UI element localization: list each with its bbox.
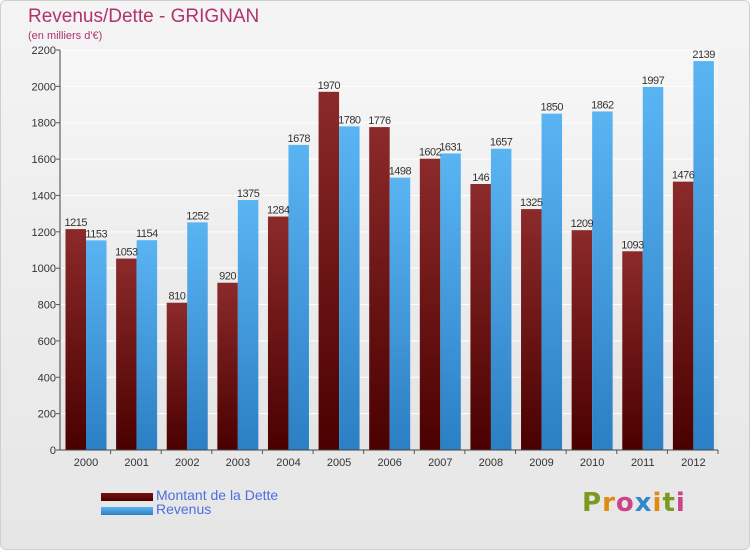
data-label-revenus: 1780 <box>338 114 361 126</box>
data-label-debt: 920 <box>219 271 236 283</box>
y-tick-label: 0 <box>50 445 56 457</box>
x-tick-label: 2011 <box>631 457 655 469</box>
bar-revenus <box>440 153 461 451</box>
legend-swatch-revenus <box>101 507 153 515</box>
bar-revenus <box>642 86 664 450</box>
y-tick-label: 1800 <box>32 118 56 130</box>
bar-revenus <box>541 113 563 451</box>
data-label-debt: 1215 <box>65 217 88 229</box>
bar-debt <box>318 91 340 451</box>
proxiti-logo: Proxiti <box>582 488 686 518</box>
data-label-revenus: 1153 <box>85 228 107 240</box>
data-label-debt: 1970 <box>318 80 341 92</box>
y-tick-label: 2200 <box>32 45 56 57</box>
data-label-revenus: 1154 <box>136 228 158 240</box>
y-tick-label: 800 <box>38 300 56 312</box>
x-tick-label: 2006 <box>377 457 401 469</box>
legend-label-debt: Montant de la Dette <box>156 487 279 503</box>
x-tick-label: 2005 <box>327 457 351 469</box>
y-tick-label: 1000 <box>32 263 56 275</box>
data-label-debt: 1284 <box>267 205 290 217</box>
y-tick-label: 400 <box>38 372 56 384</box>
x-tick-label: 2012 <box>681 457 705 469</box>
bar-revenus <box>86 240 107 450</box>
data-label-revenus: 1678 <box>287 133 310 145</box>
data-label-debt: 1602 <box>419 147 442 159</box>
data-label-debt: 146 <box>472 172 489 184</box>
data-label-debt: 1093 <box>621 239 644 251</box>
x-tick-label: 2008 <box>479 457 503 469</box>
data-label-debt: 1476 <box>672 170 695 182</box>
logo-letter: x <box>634 488 653 518</box>
legend-label-revenus: Revenus <box>156 501 212 517</box>
legend-swatch-debt <box>101 493 153 501</box>
x-tick-label: 2007 <box>428 457 452 469</box>
x-tick-label: 2000 <box>74 457 98 469</box>
axes: 0 200 400 600 800 1000 1200 1400 1600 1800 2000 220… <box>32 45 719 469</box>
bar-debt <box>672 181 694 451</box>
data-label-revenus: 1850 <box>541 102 564 114</box>
bar-debt <box>217 282 238 450</box>
chart-subtitle: (en milliers d'€) <box>28 30 103 42</box>
bar-debt <box>622 251 643 450</box>
bar-revenus <box>490 148 512 450</box>
data-label-debt: 1209 <box>571 218 594 230</box>
x-tick-label: 2009 <box>529 457 553 469</box>
bar-debt <box>369 127 390 450</box>
bar-revenus <box>237 200 259 450</box>
y-tick-label: 600 <box>38 336 56 348</box>
bar-debt <box>267 216 289 450</box>
bar-revenus <box>592 111 613 451</box>
bar-debt <box>419 158 441 450</box>
y-tick-label: 1400 <box>32 190 56 202</box>
bar-debt <box>571 230 593 450</box>
logo-letter: P <box>582 488 603 518</box>
x-tick-label: 2003 <box>226 457 250 469</box>
bar-revenus <box>693 61 714 450</box>
y-tick-label: 1600 <box>32 154 56 166</box>
data-label-revenus: 1498 <box>389 166 412 178</box>
bar-revenus <box>339 126 360 450</box>
data-label-revenus: 1631 <box>439 141 462 153</box>
data-label-debt: 1776 <box>368 115 391 127</box>
x-tick-label: 2010 <box>580 457 604 469</box>
data-label-debt: 810 <box>169 291 186 303</box>
y-tick-label: 1200 <box>32 227 56 239</box>
x-tick-label: 2002 <box>175 457 199 469</box>
bars <box>65 61 714 451</box>
data-label-revenus: 1997 <box>642 75 665 87</box>
bar-debt <box>166 302 188 450</box>
bar-debt <box>116 258 137 450</box>
bar-revenus <box>136 240 158 450</box>
logo-letter: t <box>662 488 676 518</box>
logo-letter: i <box>652 488 663 518</box>
data-label-debt: 1053 <box>115 247 138 259</box>
data-label-revenus: 1252 <box>186 210 209 222</box>
bar-debt <box>470 184 491 450</box>
logo-letter: i <box>675 488 686 518</box>
y-tick-label: 2000 <box>32 81 56 93</box>
x-tick-label: 2001 <box>124 457 148 469</box>
bar-revenus <box>187 222 208 450</box>
y-tick-label: 200 <box>38 409 56 421</box>
bar-revenus <box>389 177 411 451</box>
data-label-revenus: 1862 <box>591 99 614 111</box>
bar-debt <box>521 209 542 450</box>
bar-debt <box>65 229 86 450</box>
x-tick-label: 2004 <box>276 457 300 469</box>
logo-letter: o <box>615 488 635 518</box>
data-label-revenus: 1375 <box>237 188 260 200</box>
bar-revenus <box>288 144 309 450</box>
logo-letter: r <box>602 488 616 518</box>
data-label-revenus: 2139 <box>692 49 715 61</box>
data-label-debt: 1325 <box>520 197 543 209</box>
data-label-revenus: 1657 <box>490 137 513 149</box>
chart-title: Revenus/Dette - GRIGNAN <box>28 6 260 27</box>
